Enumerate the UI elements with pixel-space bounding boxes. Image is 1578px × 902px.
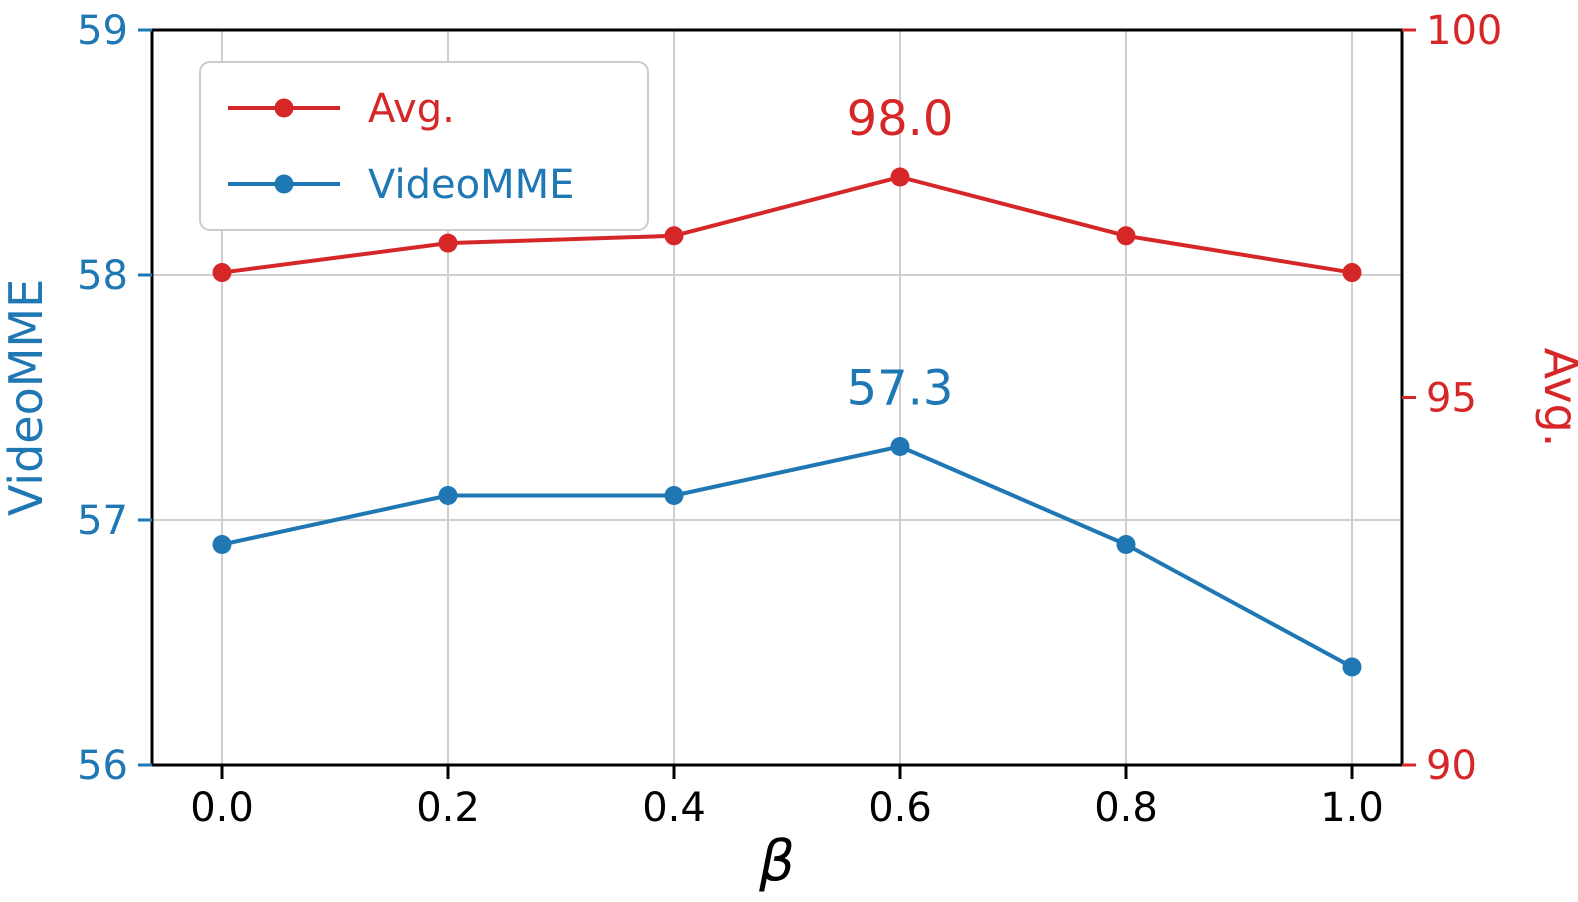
x-tick-label: 0.6 (868, 785, 932, 831)
data-point-marker (212, 263, 232, 283)
data-point-marker (890, 167, 910, 187)
legend-label: Avg. (368, 86, 455, 132)
peak-annotation: 57.3 (847, 361, 954, 417)
legend-marker (274, 98, 294, 118)
x-tick-label: 0.4 (642, 785, 706, 831)
right-tick-label: 90 (1426, 743, 1477, 789)
data-point-marker (1116, 226, 1136, 246)
x-tick-label: 0.2 (416, 785, 480, 831)
left-tick-label: 57 (77, 498, 128, 544)
data-point-marker (212, 535, 232, 554)
data-point-marker (1342, 657, 1362, 677)
left-axis-label: VideoMME (0, 279, 53, 516)
x-tick-label: 0.8 (1094, 785, 1158, 831)
right-tick-label: 95 (1426, 376, 1477, 422)
left-tick-label: 58 (77, 253, 128, 299)
legend-label: VideoMME (368, 162, 574, 208)
legend-box (199, 61, 649, 231)
right-axis: 90 95 100 Avg. (1402, 8, 1578, 789)
x-tick-label: 1.0 (1320, 785, 1384, 831)
x-axis: 0.0 0.2 0.4 0.6 0.8 1.0 β (190, 765, 1384, 894)
data-point-marker (438, 233, 458, 253)
series-line (221, 175, 1353, 275)
series-videomme: 57.3 (212, 361, 1362, 677)
series-line (221, 444, 1353, 669)
left-tick-label: 59 (77, 8, 128, 54)
left-tick-label: 56 (77, 743, 128, 789)
data-point-marker (1116, 535, 1136, 554)
left-axis: 56 57 58 59 VideoMME (0, 8, 152, 789)
data-point-marker (438, 486, 458, 505)
peak-annotation: 98.0 (847, 91, 954, 147)
series-avg-: 98.0 (212, 91, 1362, 283)
x-axis-label: β (758, 829, 795, 894)
x-tick-label: 0.0 (190, 785, 254, 831)
right-tick-label: 100 (1426, 8, 1502, 54)
legend-marker (274, 174, 294, 194)
data-point-marker (1342, 263, 1362, 283)
data-point-marker (664, 226, 684, 246)
data-point-marker (664, 486, 684, 505)
data-point-marker (890, 437, 910, 456)
legend: Avg. VideoMME (199, 61, 649, 231)
right-axis-label: Avg. (1534, 348, 1578, 448)
